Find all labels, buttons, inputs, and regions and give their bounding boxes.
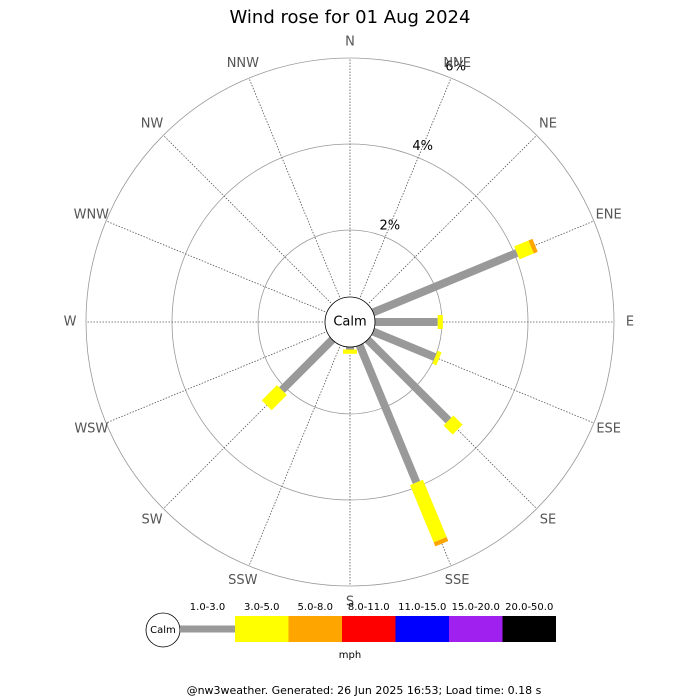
legend-label: 1.0-3.0 (190, 602, 225, 613)
spoke (349, 77, 452, 323)
legend-label: 15.0-20.0 (452, 602, 500, 613)
legend-swatch (502, 616, 556, 642)
direction-label: SSE (445, 573, 470, 588)
legend-unit: mph (339, 650, 361, 661)
footer: @nw3weather. Generated: 26 Jun 2025 16:5… (187, 684, 542, 697)
spoke (163, 135, 351, 323)
legend-label: 5.0-8.0 (298, 602, 333, 613)
direction-label: NNW (227, 56, 259, 71)
legend-swatch (235, 616, 289, 642)
wind-segment (410, 479, 447, 543)
legend-label: 3.0-5.0 (244, 602, 279, 613)
direction-label: W (64, 315, 77, 330)
grid-ring (85, 57, 615, 587)
wind-segment (351, 323, 452, 424)
direction-label: NE (539, 117, 557, 132)
spoke (105, 220, 351, 323)
wind-segment (528, 238, 538, 254)
legend-swatch (288, 616, 342, 642)
spoke (349, 321, 537, 509)
direction-label: WNW (74, 207, 110, 222)
direction-label: ENE (596, 207, 622, 222)
legend-swatch (342, 616, 396, 642)
wind-segment (354, 249, 519, 324)
legend-calm-label: Calm (150, 625, 176, 636)
wind-segment (432, 350, 442, 366)
direction-label: N (345, 35, 355, 50)
wind-segment (348, 326, 421, 485)
chart-title: Wind rose for 01 Aug 2024 (230, 7, 471, 28)
direction-label: E (626, 315, 634, 330)
direction-label: NW (141, 117, 164, 132)
spoke (349, 135, 537, 323)
direction-label: S (346, 595, 354, 610)
wind-segment (514, 240, 534, 260)
r-tick-label: 6% (445, 60, 466, 75)
direction-label: WSW (74, 422, 108, 437)
legend-swatch (395, 616, 449, 642)
wind-segment (261, 385, 287, 411)
legend-swatch (449, 616, 503, 642)
wind-segment (443, 415, 463, 435)
spoke (163, 321, 351, 509)
direction-label: SSW (228, 573, 258, 588)
direction-label: SE (540, 512, 556, 527)
direction-label: ESE (596, 422, 621, 437)
legend-label: 8.0-11.0 (348, 602, 390, 613)
calm-label: Calm (333, 315, 366, 330)
direction-label: SW (141, 512, 162, 527)
legend-label: 11.0-15.0 (398, 602, 446, 613)
wind-segment (433, 537, 449, 547)
spoke (349, 321, 595, 424)
direction-label: NNE (443, 56, 471, 71)
spoke (248, 321, 351, 567)
legend-label: 20.0-50.0 (505, 602, 553, 613)
calm-circle (324, 296, 376, 348)
spoke (105, 321, 351, 424)
r-tick-label: 2% (379, 218, 400, 233)
spoke (248, 77, 351, 323)
